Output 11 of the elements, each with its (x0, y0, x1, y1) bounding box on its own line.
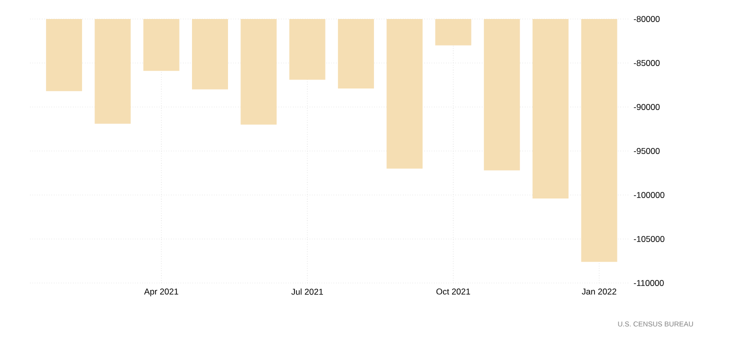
x-tick-label: Apr 2021 (144, 288, 178, 296)
y-tick-label: -90000 (634, 104, 660, 110)
y-tick-label: -95000 (634, 148, 660, 154)
x-tick-label: Oct 2021 (436, 288, 470, 295)
y-tick-label: -85000 (634, 60, 660, 66)
y-tick-label: -105000 (634, 236, 664, 242)
y-tick-label: -100000 (634, 192, 664, 198)
y-tick-label: -110000 (634, 280, 664, 286)
x-tick-label: Jan 2022 (582, 288, 616, 295)
x-tick-label: Jul 2021 (291, 288, 323, 295)
y-tick-label: -80000 (634, 16, 660, 22)
